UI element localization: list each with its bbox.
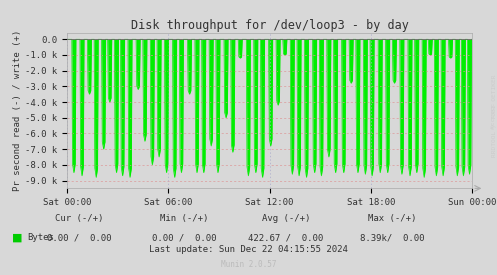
Text: Last update: Sun Dec 22 04:15:55 2024: Last update: Sun Dec 22 04:15:55 2024 [149, 246, 348, 254]
Text: ■: ■ [12, 233, 23, 243]
Text: Cur (-/+): Cur (-/+) [55, 214, 104, 223]
Text: Max (-/+): Max (-/+) [368, 214, 417, 223]
Text: Munin 2.0.57: Munin 2.0.57 [221, 260, 276, 269]
Text: RRDTOOL / TOBI OETIKER: RRDTOOL / TOBI OETIKER [491, 74, 496, 157]
Text: 8.39k/  0.00: 8.39k/ 0.00 [360, 233, 425, 242]
Text: Avg (-/+): Avg (-/+) [261, 214, 310, 223]
Text: Bytes: Bytes [27, 233, 54, 242]
Title: Disk throughput for /dev/loop3 - by day: Disk throughput for /dev/loop3 - by day [131, 19, 409, 32]
Text: 0.00 /  0.00: 0.00 / 0.00 [47, 233, 112, 242]
Text: 0.00 /  0.00: 0.00 / 0.00 [152, 233, 216, 242]
Text: Min (-/+): Min (-/+) [160, 214, 208, 223]
Text: 422.67 /  0.00: 422.67 / 0.00 [248, 233, 324, 242]
Text: #cccccc: #cccccc [491, 102, 496, 129]
Y-axis label: Pr second read (-) / write (+): Pr second read (-) / write (+) [13, 30, 22, 191]
